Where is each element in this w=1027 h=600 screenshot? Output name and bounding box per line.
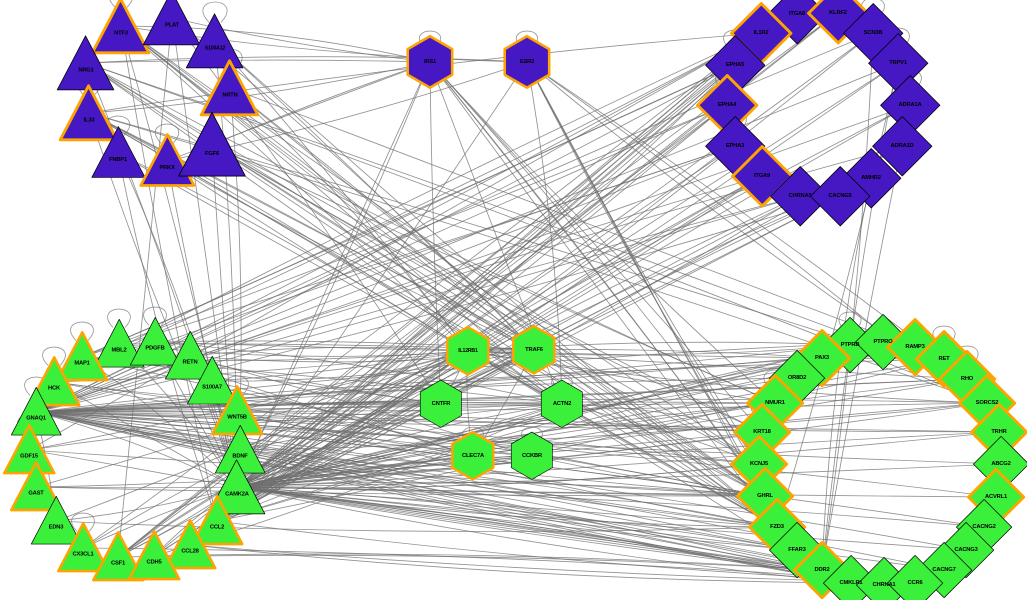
- triangle-glyph: [93, 319, 145, 368]
- triangle-glyph: [10, 387, 62, 436]
- hexagon-glyph: [511, 431, 553, 481]
- node-irs1[interactable]: IRS1: [402, 34, 458, 90]
- triangle-glyph: [163, 519, 217, 570]
- node-ccr6[interactable]: CCR6: [885, 553, 945, 600]
- hexagon-glyph: [420, 379, 462, 429]
- node-cacng5[interactable]: CACNG5: [808, 164, 873, 229]
- triangle-glyph: [208, 458, 266, 514]
- triangle-glyph: [30, 496, 82, 545]
- node-cckbr[interactable]: CCKBR: [506, 430, 558, 482]
- triangle-glyph: [200, 58, 260, 116]
- triangle-glyph: [190, 495, 244, 546]
- node-cntfr[interactable]: CNTFR: [415, 378, 467, 430]
- triangle-glyph: [56, 522, 110, 573]
- node-fgf6[interactable]: FGF6: [169, 108, 255, 182]
- hexagon-glyph: [406, 34, 454, 89]
- triangle-glyph: [143, 0, 201, 45]
- diamond-glyph: [871, 115, 933, 177]
- hexagon-glyph: [512, 325, 556, 375]
- node-esr2[interactable]: ESR2: [499, 34, 555, 90]
- triangle-glyph: [59, 83, 119, 141]
- triangle-glyph: [127, 530, 181, 581]
- triangle-glyph: [27, 356, 81, 407]
- triangle-glyph: [186, 12, 244, 68]
- triangle-glyph: [91, 531, 145, 582]
- node-traf6[interactable]: TRAF6: [508, 324, 560, 376]
- triangle-glyph: [186, 356, 238, 405]
- triangle-glyph: [91, 0, 151, 54]
- node-clec7a[interactable]: CLEC7A: [447, 430, 499, 482]
- node-cdh5[interactable]: CDH5: [122, 528, 187, 584]
- triangle-glyph: [91, 126, 145, 179]
- hexagon-glyph: [451, 431, 495, 481]
- triangle-glyph: [178, 111, 246, 177]
- diamond-glyph: [809, 165, 871, 227]
- node-il12rb1[interactable]: IL12RB1: [442, 325, 494, 377]
- hexagon-glyph: [541, 379, 583, 429]
- diamond-glyph: [886, 554, 944, 600]
- triangle-glyph: [9, 461, 63, 512]
- diamond-glyph: [806, 0, 870, 45]
- hexagon-glyph: [503, 34, 551, 89]
- triangle-glyph: [164, 331, 216, 380]
- node-actn2[interactable]: ACTN2: [536, 378, 588, 430]
- hexagon-glyph: [446, 326, 490, 376]
- triangle-glyph: [55, 331, 109, 382]
- triangle-glyph: [129, 317, 181, 366]
